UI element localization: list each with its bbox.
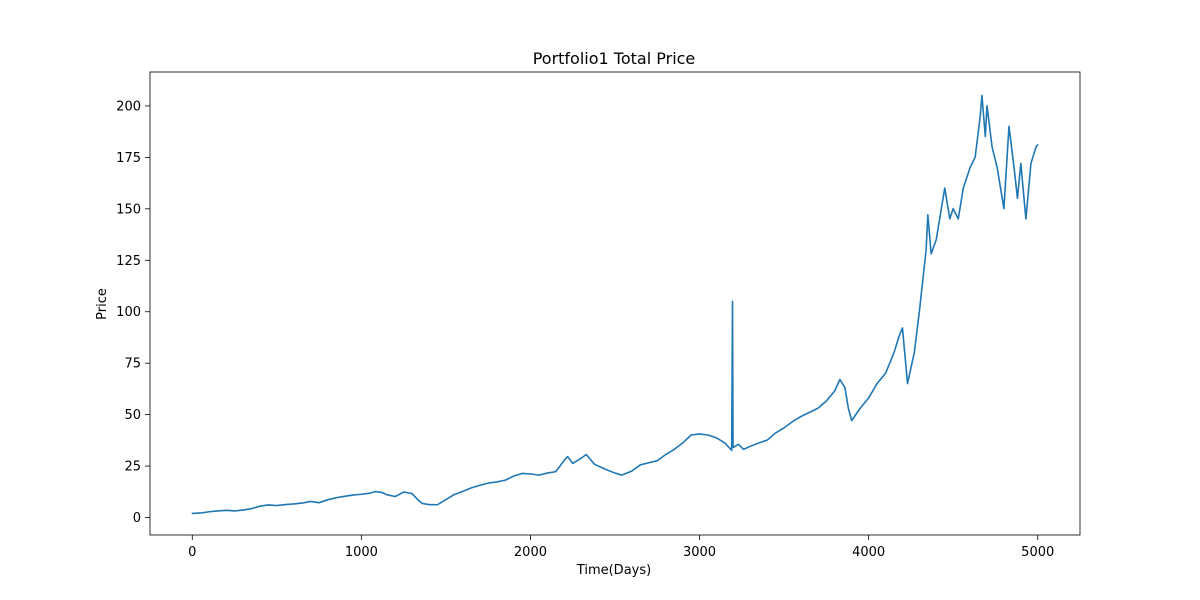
x-tick-label: 1000 xyxy=(345,545,378,560)
y-tick-label: 75 xyxy=(124,357,141,372)
y-tick-label: 125 xyxy=(116,254,141,269)
y-tick-label: 200 xyxy=(116,99,141,114)
x-tick-label: 5000 xyxy=(1021,545,1054,560)
plot-area xyxy=(150,72,1080,535)
y-tick-label: 175 xyxy=(116,151,141,166)
y-tick-label: 50 xyxy=(124,408,141,423)
chart-title: Portfolio1 Total Price xyxy=(533,49,696,68)
x-tick-label: 4000 xyxy=(852,545,885,560)
x-tick-label: 2000 xyxy=(514,545,547,560)
y-axis: 0 25 50 75 100 125 150 175 200 xyxy=(116,99,150,526)
y-tick-label: 150 xyxy=(116,202,141,217)
y-axis-label: Price xyxy=(95,288,110,320)
y-tick-label: 25 xyxy=(124,460,141,475)
series-line xyxy=(191,94,1039,515)
x-axis-label: Time(Days) xyxy=(576,563,651,578)
x-axis: 0 1000 2000 3000 4000 5000 xyxy=(188,535,1054,560)
x-tick-label: 0 xyxy=(188,545,196,560)
y-tick-label: 0 xyxy=(133,511,141,526)
plot-frame xyxy=(149,71,1081,536)
y-tick-label: 100 xyxy=(116,305,141,320)
x-tick-label: 3000 xyxy=(683,545,716,560)
